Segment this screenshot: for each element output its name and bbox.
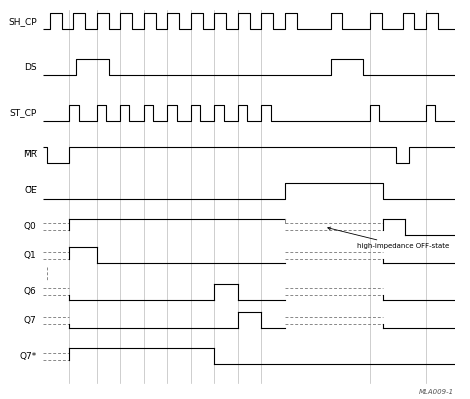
Text: Q7: Q7 <box>24 316 37 325</box>
Text: MLA009-1: MLA009-1 <box>418 389 454 395</box>
Text: ST_CP: ST_CP <box>9 108 37 117</box>
Text: Q1: Q1 <box>24 251 37 260</box>
Text: DS: DS <box>24 63 37 71</box>
Text: Q7*: Q7* <box>19 352 37 361</box>
Text: high-impedance OFF-state: high-impedance OFF-state <box>328 227 449 249</box>
Text: M̅R̅: M̅R̅ <box>23 150 37 159</box>
Text: Q0: Q0 <box>24 222 37 231</box>
Text: Q6: Q6 <box>24 287 37 296</box>
Text: SH_CP: SH_CP <box>8 17 37 26</box>
Text: O̅E̅: O̅E̅ <box>24 186 37 195</box>
